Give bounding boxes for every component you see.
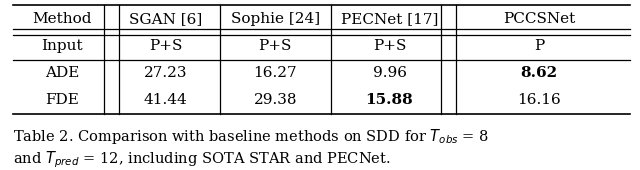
Text: and $T_{pred}$ = 12, including SOTA STAR and PECNet.: and $T_{pred}$ = 12, including SOTA STAR…	[13, 149, 390, 170]
Text: Sophie [24]: Sophie [24]	[230, 12, 320, 26]
Text: ADE: ADE	[45, 66, 79, 80]
Text: 16.27: 16.27	[253, 66, 297, 80]
Text: 41.44: 41.44	[144, 93, 188, 107]
Text: Method: Method	[33, 12, 92, 26]
Text: 8.62: 8.62	[521, 66, 558, 80]
Text: PECNet [17]: PECNet [17]	[341, 12, 438, 26]
Text: P+S: P+S	[259, 39, 292, 53]
Text: 27.23: 27.23	[144, 66, 188, 80]
Text: Input: Input	[42, 39, 83, 53]
Text: 29.38: 29.38	[253, 93, 297, 107]
Text: P: P	[534, 39, 545, 53]
Text: P+S: P+S	[373, 39, 406, 53]
Text: P+S: P+S	[149, 39, 182, 53]
Text: 9.96: 9.96	[372, 66, 406, 80]
Text: FDE: FDE	[45, 93, 79, 107]
Text: 16.16: 16.16	[517, 93, 561, 107]
Text: 15.88: 15.88	[365, 93, 413, 107]
Text: SGAN [6]: SGAN [6]	[129, 12, 202, 26]
Text: Table 2. Comparison with baseline methods on SDD for $T_{obs}$ = 8: Table 2. Comparison with baseline method…	[13, 126, 489, 146]
Text: PCCSNet: PCCSNet	[503, 12, 575, 26]
